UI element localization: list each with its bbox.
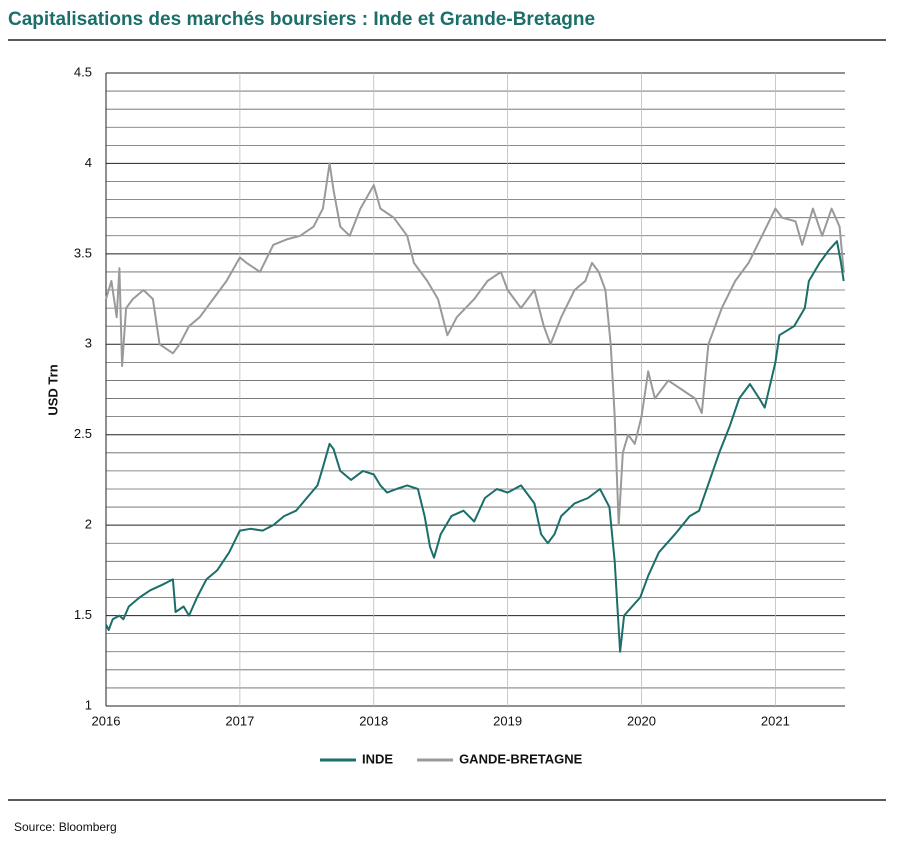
y-tick-label: 3 — [85, 336, 92, 351]
legend-label: GANDE-BRETAGNE — [459, 751, 583, 766]
y-tick-label: 2.5 — [74, 426, 92, 441]
y-tick-label: 2 — [85, 517, 92, 532]
y-tick-label: 1 — [85, 697, 92, 712]
x-tick-label: 2020 — [627, 713, 656, 728]
x-tick-label: 2021 — [761, 713, 790, 728]
y-tick-label: 4 — [85, 155, 92, 170]
source: Source: Bloomberg — [14, 820, 117, 834]
series-line — [105, 162, 845, 527]
y-tick-label: 4.5 — [74, 64, 92, 79]
x-tick-label: 2016 — [92, 713, 121, 728]
y-tick-label: 3.5 — [74, 245, 92, 260]
x-tick-label: 2018 — [359, 713, 388, 728]
x-tick-label: 2017 — [225, 713, 254, 728]
x-tick-label: 2019 — [493, 713, 522, 728]
series-line — [105, 240, 845, 653]
legend-label: INDE — [362, 751, 393, 766]
y-tick-label: 1.5 — [74, 607, 92, 622]
chart-title: Capitalisations des marchés boursiers : … — [8, 9, 595, 30]
y-axis-label: USD Trn — [45, 364, 60, 415]
